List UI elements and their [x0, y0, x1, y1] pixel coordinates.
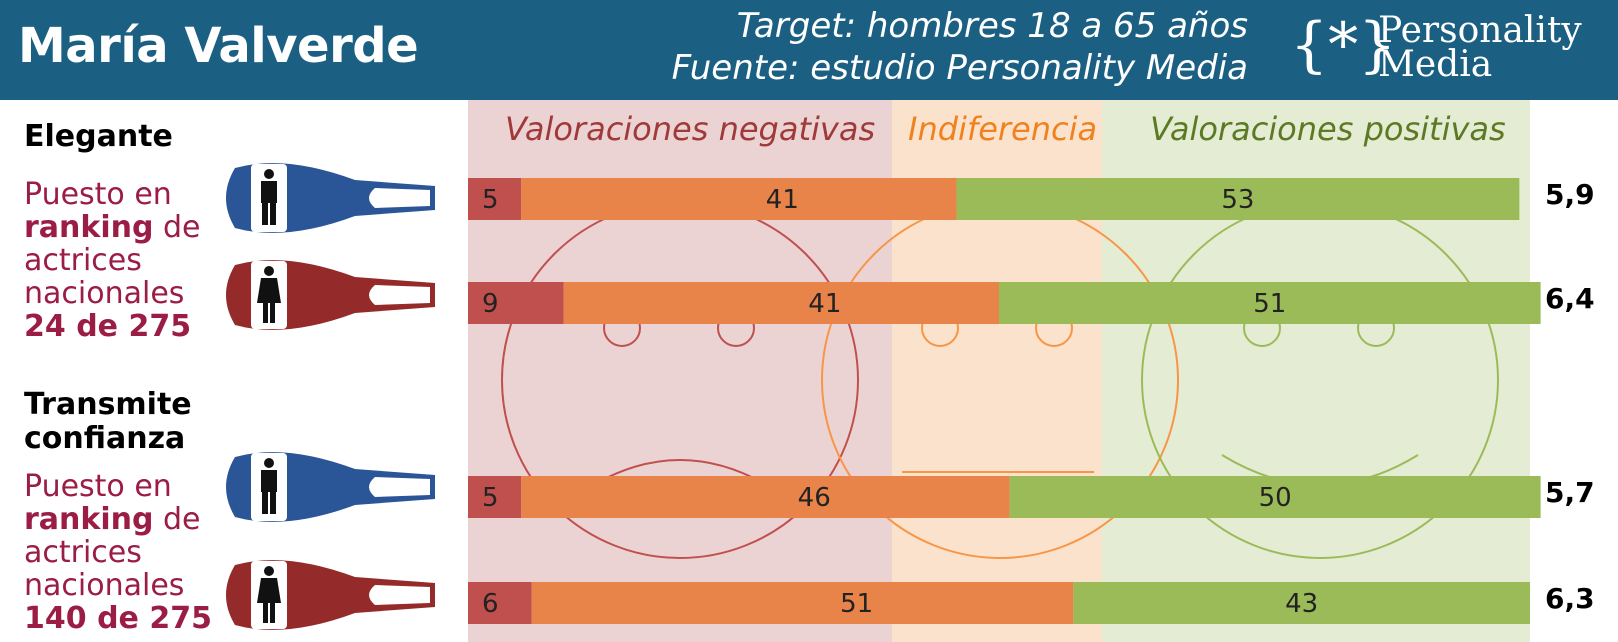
zone-label-positive: Valoraciones positivas: [1150, 110, 1506, 148]
target-text: Target: hombres 18 a 65 años: [736, 6, 1248, 46]
rank-bold: ranking: [24, 210, 154, 245]
bar-value-label: 41: [808, 289, 841, 319]
rank-block-1: Puesto en ranking de actrices nacionales…: [24, 178, 201, 343]
rank-suffix: de: [163, 210, 201, 245]
rank-value: 24 de 275: [24, 309, 192, 344]
rank-line2: ranking de: [24, 211, 201, 244]
female-figure-bottle-icon: [226, 560, 435, 630]
logo-symbol: {*}: [1290, 10, 1397, 80]
rank-bold: ranking: [24, 502, 154, 537]
bar-value-label: 50: [1259, 483, 1292, 513]
header-bar: María Valverde Target: hombres 18 a 65 a…: [0, 0, 1618, 100]
rank-line4: nacionales: [24, 568, 185, 603]
bar-segment: [563, 282, 999, 324]
logo-line2: Media: [1378, 44, 1493, 85]
rank-line3: actrices: [24, 535, 142, 570]
source-text: Fuente: estudio Personality Media: [671, 48, 1248, 88]
female-figure-bottle-icon: [226, 260, 435, 330]
bar-value-label: 5: [482, 185, 499, 215]
bar-value-label: 9: [482, 289, 499, 319]
attribute-name-1: Elegante: [24, 119, 173, 154]
bar-segment: [468, 582, 532, 624]
bar-segment: [956, 178, 1520, 220]
logo-line1: Personality: [1378, 10, 1582, 51]
bar-segment: [521, 178, 957, 220]
bar-segment: [999, 282, 1541, 324]
score-label: 5,7: [1545, 476, 1595, 509]
bar-layer: 5 41 53 9 41 51 5 46 50 6 51 43: [468, 178, 1541, 624]
zone-label-indifference: Indiferencia: [908, 110, 1098, 148]
bar-value-label: 46: [798, 483, 831, 513]
rank-line4: nacionales: [24, 276, 185, 311]
logo-text: Personality Media: [1378, 10, 1582, 85]
zone-label-negative: Valoraciones negativas: [505, 110, 876, 148]
rank-value: 140 de 275: [24, 601, 212, 636]
attribute-name-2: Transmite confianza: [24, 387, 192, 456]
score-label: 6,4: [1545, 282, 1595, 315]
bar-segment: [1073, 582, 1530, 624]
male-figure-bottle-icon: [226, 163, 435, 233]
bar-value-label: 53: [1221, 185, 1254, 215]
bar-value-label: 6: [482, 589, 499, 619]
rank-line3: actrices: [24, 243, 142, 278]
bottle-icons: [226, 163, 435, 630]
bar-segment: [1009, 476, 1541, 518]
male-figure-bottle-icon: [226, 452, 435, 522]
bar-value-label: 5: [482, 483, 499, 513]
bar-value-label: 51: [840, 589, 873, 619]
bar-value-label: 51: [1253, 289, 1286, 319]
rank-line2: ranking de: [24, 503, 212, 536]
bar-segment: [468, 476, 522, 518]
bar-value-label: 41: [766, 185, 799, 215]
rank-suffix: de: [163, 502, 201, 537]
score-label: 5,9: [1545, 178, 1595, 211]
bar-segment: [521, 476, 1010, 518]
page-title: María Valverde: [18, 18, 419, 74]
rank-line1: Puesto en: [24, 177, 172, 212]
score-label: 6,3: [1545, 582, 1595, 615]
rank-block-2: Puesto en ranking de actrices nacionales…: [24, 470, 212, 635]
rank-line1: Puesto en: [24, 469, 172, 504]
bar-segment: [531, 582, 1074, 624]
bar-segment: [468, 178, 522, 220]
bar-segment: [468, 282, 564, 324]
bar-value-label: 43: [1285, 589, 1318, 619]
